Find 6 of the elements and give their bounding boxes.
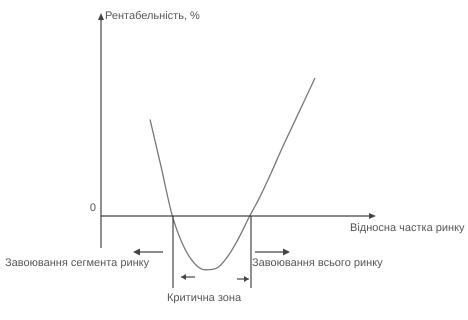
annotation: Завоювання сегмента ринку <box>5 257 150 270</box>
text: Рентабельність, % <box>105 10 200 22</box>
x-axis-title: Відносна частка ринку <box>350 222 466 234</box>
text: Критична зона <box>167 292 242 304</box>
text: 0 <box>90 202 96 214</box>
annotation: Завоювання всього ринку <box>252 257 384 270</box>
